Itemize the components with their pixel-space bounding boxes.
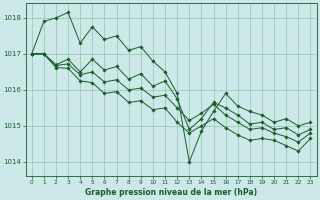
X-axis label: Graphe pression niveau de la mer (hPa): Graphe pression niveau de la mer (hPa) [85, 188, 257, 197]
